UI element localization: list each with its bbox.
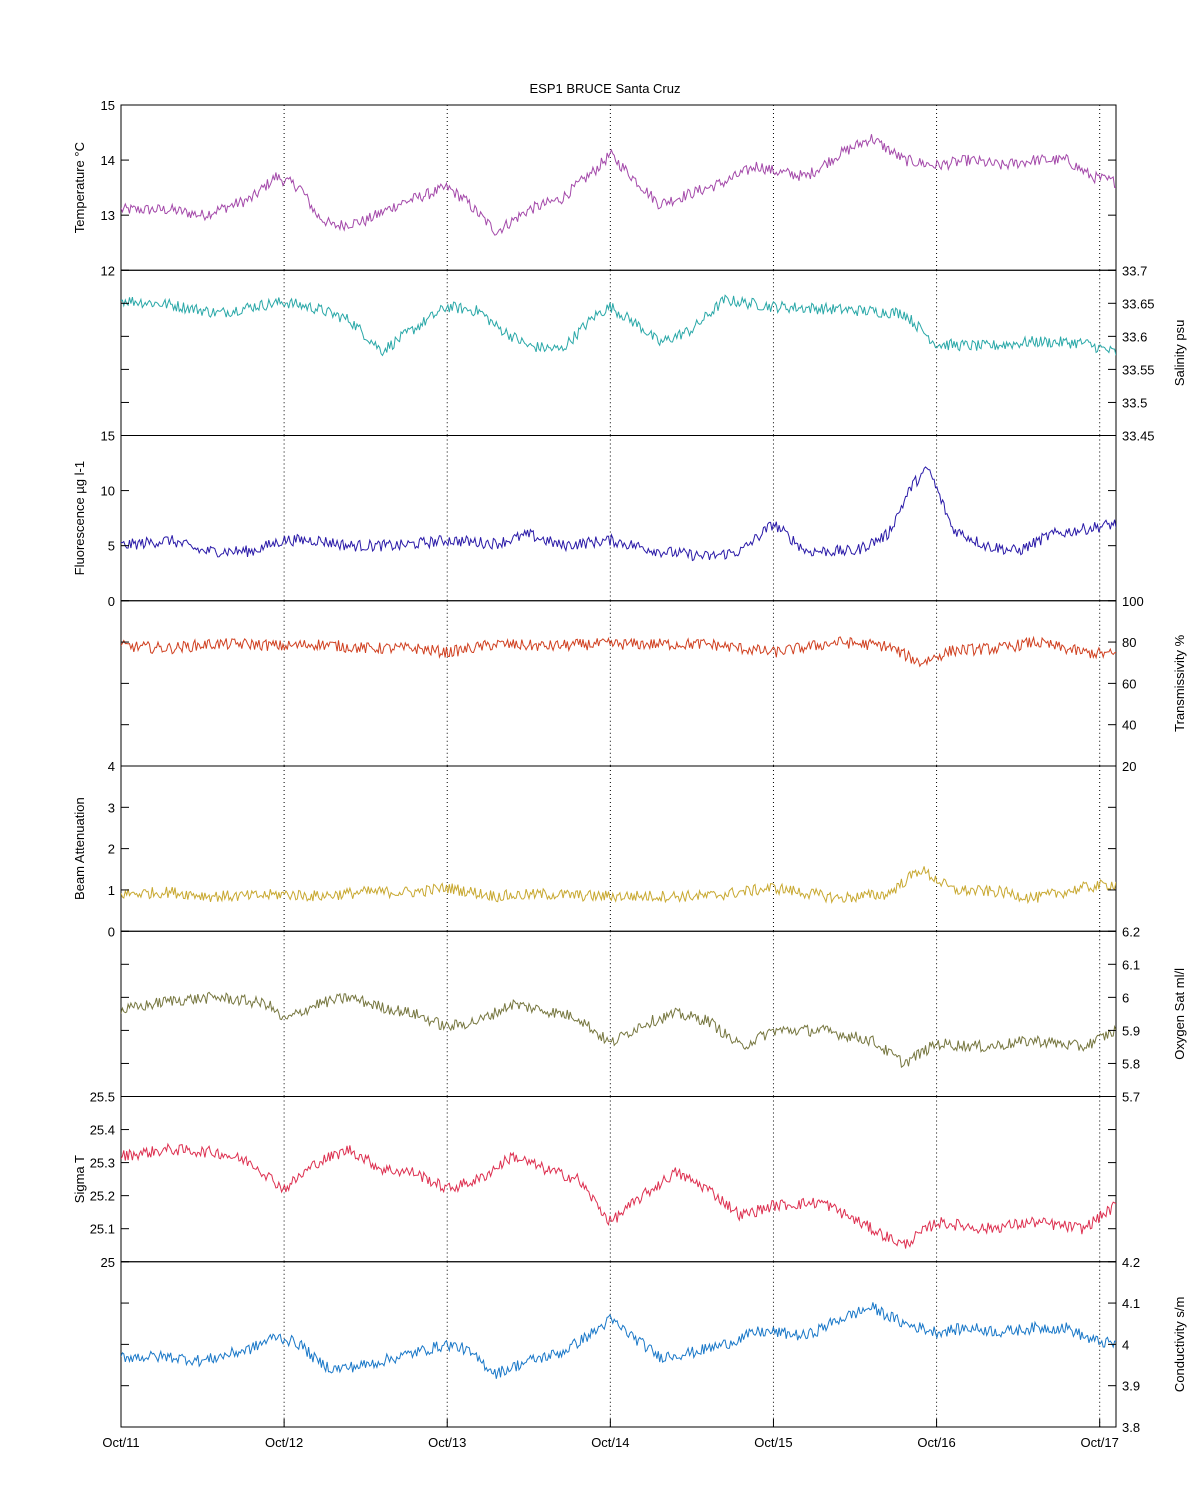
y-tick-label: 3 <box>108 800 115 815</box>
y-tick-label: 15 <box>101 98 115 113</box>
x-tick-label: Oct/16 <box>917 1435 955 1450</box>
y-tick-label: 80 <box>1122 635 1136 650</box>
y-tick-label: 33.55 <box>1122 362 1155 377</box>
chart-title: ESP1 BRUCE Santa Cruz <box>529 81 680 96</box>
x-axis: Oct/11 Oct/12 Oct/13 Oct/14 Oct/15 Oct/16 Oct/… <box>102 1419 1119 1450</box>
y-tick-label: 10 <box>101 484 115 499</box>
y-axis-label-temperature: Temperature °C <box>72 142 87 233</box>
panel-temperature: 12 13 14 15 Temperature °C <box>72 98 1117 278</box>
y-tick-label: 6.2 <box>1122 924 1140 939</box>
y-axis-label-salinity: Salinity psu <box>1172 320 1187 386</box>
x-tick-label: Oct/17 <box>1081 1435 1119 1450</box>
panel-oxygen: 5.7 5.8 5.9 6 6.1 6.2 Oxygen Sat ml/l <box>120 924 1187 1105</box>
y-tick-label: 40 <box>1122 718 1136 733</box>
series-line-temperature <box>121 134 1116 236</box>
series-line-conductivity <box>121 1302 1116 1379</box>
y-axis-label-conductivity: Conductivity s/m <box>1172 1297 1187 1392</box>
panel-transmissivity: 20 40 60 80 100 Transmissivity % <box>120 594 1187 774</box>
y-axis-label-sigma_t: Sigma T <box>72 1155 87 1203</box>
y-tick-label: 4.1 <box>1122 1296 1140 1311</box>
y-axis-label-fluorescence: Fluorescence µg l-1 <box>72 461 87 575</box>
y-axis-label-beam_attenuation: Beam Attenuation <box>72 797 87 900</box>
y-tick-label: 33.45 <box>1122 429 1155 444</box>
panel-frame-oxygen <box>120 930 1117 1097</box>
y-tick-label: 3.9 <box>1122 1379 1140 1394</box>
series-line-salinity <box>121 294 1116 357</box>
series-line-oxygen <box>121 991 1116 1068</box>
panel-frame-transmissivity <box>120 600 1117 767</box>
y-tick-label: 25.2 <box>90 1189 115 1204</box>
y-tick-label: 14 <box>101 153 115 168</box>
series-line-fluorescence <box>121 466 1116 562</box>
y-tick-label: 33.5 <box>1122 395 1147 410</box>
panel-frame-salinity <box>120 269 1117 436</box>
y-tick-label: 60 <box>1122 676 1136 691</box>
y-tick-label: 33.7 <box>1122 263 1147 278</box>
x-tick-label: Oct/15 <box>754 1435 792 1450</box>
y-tick-label: 6 <box>1122 990 1129 1005</box>
panel-frame-conductivity <box>120 1261 1117 1428</box>
y-axis-label-oxygen: Oxygen Sat ml/l <box>1172 968 1187 1060</box>
y-tick-label: 12 <box>101 263 115 278</box>
panel-frame-beam_attenuation <box>120 765 1117 932</box>
y-tick-label: 33.6 <box>1122 329 1147 344</box>
y-tick-label: 6.1 <box>1122 957 1140 972</box>
y-axis-label-transmissivity: Transmissivity % <box>1172 634 1187 731</box>
panel-beam_attenuation: 0 1 2 3 4 Beam Attenuation <box>72 759 1117 939</box>
y-tick-label: 25.1 <box>90 1222 115 1237</box>
y-tick-label: 15 <box>101 429 115 444</box>
y-tick-label: 5.9 <box>1122 1023 1140 1038</box>
y-tick-label: 13 <box>101 208 115 223</box>
x-tick-label: Oct/13 <box>428 1435 466 1450</box>
panel-sigma_t: 25 25.1 25.2 25.3 25.4 25.5 Sigma T <box>72 1090 1117 1270</box>
y-tick-label: 4 <box>1122 1337 1129 1352</box>
y-tick-label: 3.8 <box>1122 1420 1140 1435</box>
y-tick-label: 5 <box>108 539 115 554</box>
y-tick-label: 5.8 <box>1122 1056 1140 1071</box>
y-tick-label: 4.2 <box>1122 1255 1140 1270</box>
y-tick-label: 25.4 <box>90 1123 115 1138</box>
series-line-sigma_t <box>121 1142 1116 1249</box>
y-tick-label: 25 <box>101 1255 115 1270</box>
y-tick-label: 25.5 <box>90 1090 115 1105</box>
y-tick-label: 5.7 <box>1122 1090 1140 1105</box>
y-tick-label: 4 <box>108 759 115 774</box>
y-tick-label: 2 <box>108 842 115 857</box>
x-tick-label: Oct/11 <box>102 1435 139 1450</box>
y-tick-label: 25.3 <box>90 1156 115 1171</box>
series-line-beam_attenuation <box>121 866 1116 905</box>
y-tick-label: 0 <box>108 594 115 609</box>
y-tick-label: 20 <box>1122 759 1136 774</box>
panel-fluorescence: 0 5 10 15 Fluorescence µg l-1 <box>72 429 1117 609</box>
y-tick-label: 0 <box>108 924 115 939</box>
panel-salinity: 33.45 33.5 33.55 33.6 33.65 33.7 Salinity psu <box>120 263 1187 444</box>
panel-frame-fluorescence <box>120 435 1117 602</box>
y-tick-label: 33.65 <box>1122 296 1155 311</box>
panel-frame-sigma_t <box>120 1096 1117 1263</box>
series-line-transmissivity <box>121 635 1116 668</box>
panel-frame-temperature <box>120 104 1117 271</box>
x-tick-label: Oct/14 <box>591 1435 629 1450</box>
panel-conductivity: 3.8 3.9 4 4.1 4.2 Conductivity s/m <box>120 1255 1187 1435</box>
x-tick-label: Oct/12 <box>265 1435 303 1450</box>
y-tick-label: 100 <box>1122 594 1144 609</box>
y-tick-label: 1 <box>108 883 115 898</box>
